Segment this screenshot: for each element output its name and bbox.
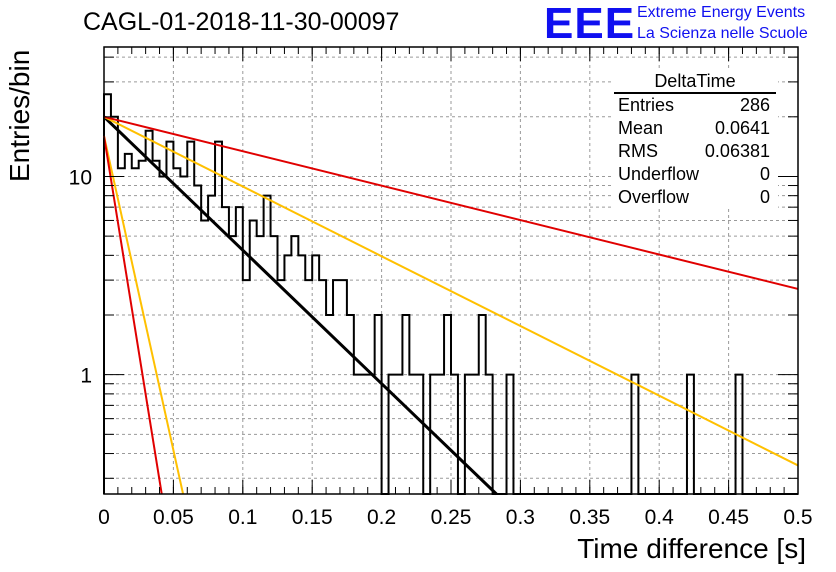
x-tick-label: 0.2 bbox=[367, 506, 396, 529]
stats-label: RMS bbox=[618, 141, 658, 161]
stats-row-overflow: Overflow 0 bbox=[612, 186, 778, 209]
x-tick-label: 0.45 bbox=[708, 506, 749, 529]
y-tick-label: 10 bbox=[69, 166, 92, 189]
stats-row-rms: RMS 0.06381 bbox=[612, 140, 778, 163]
x-tick-label: 0.25 bbox=[431, 506, 472, 529]
grid bbox=[104, 47, 798, 494]
stats-value: 0.0641 bbox=[714, 118, 770, 138]
stats-divider bbox=[614, 92, 776, 94]
axis-ticks bbox=[103, 47, 799, 494]
eee-logo: EEE Extreme Energy Events La Scienza nel… bbox=[540, 2, 836, 46]
x-tick-label: 0.05 bbox=[153, 506, 194, 529]
x-tick-label: 0.4 bbox=[645, 506, 675, 529]
axis-tick-labels: 0 0.05 0.1 0.15 0.2 0.25 0.3 0.35 0.4 0.45 0.5 1 10 bbox=[69, 166, 813, 529]
stats-value: 286 bbox=[739, 95, 770, 115]
y-tick-label: 1 bbox=[80, 365, 92, 388]
x-tick-label: 0.1 bbox=[228, 506, 257, 529]
fit-line bbox=[102, 115, 498, 496]
stats-row-mean: Mean 0.0641 bbox=[612, 117, 778, 140]
stats-title: DeltaTime bbox=[654, 71, 736, 91]
stats-box: DeltaTime Entries 286 Mean 0.0641 RMS 0.… bbox=[612, 70, 778, 209]
stats-label: Mean bbox=[618, 118, 664, 138]
y-axis-label: Entries/bin bbox=[4, 49, 35, 182]
chart-title: CAGL-01-2018-11-30-00097 bbox=[83, 8, 400, 36]
stats-label: Underflow bbox=[618, 164, 700, 184]
stats-label: Overflow bbox=[618, 187, 690, 207]
stats-row-underflow: Underflow 0 bbox=[612, 163, 778, 186]
fit-lines bbox=[102, 115, 799, 496]
fit-line bbox=[103, 135, 185, 495]
stats-value: 0.06381 bbox=[704, 141, 770, 161]
logo-line-2: La Scienza nelle Scuole bbox=[637, 25, 808, 42]
x-tick-label: 0.15 bbox=[292, 506, 333, 529]
stats-value: 0 bbox=[759, 164, 770, 184]
fit-line bbox=[103, 115, 799, 290]
stats-row-entries: Entries 286 bbox=[612, 94, 778, 117]
stats-value: 0 bbox=[759, 187, 770, 207]
x-tick-label: 0.3 bbox=[506, 506, 535, 529]
x-axis-label: Time difference [s] bbox=[577, 533, 806, 564]
stats-label: Entries bbox=[618, 95, 675, 115]
eee-logo-mark: EEE bbox=[544, 0, 636, 48]
x-tick-label: 0.35 bbox=[569, 506, 610, 529]
fit-line bbox=[103, 115, 799, 467]
x-tick-label: 0 bbox=[98, 506, 110, 529]
x-tick-label: 0.5 bbox=[783, 506, 812, 529]
logo-line-1: Extreme Energy Events bbox=[637, 4, 806, 21]
